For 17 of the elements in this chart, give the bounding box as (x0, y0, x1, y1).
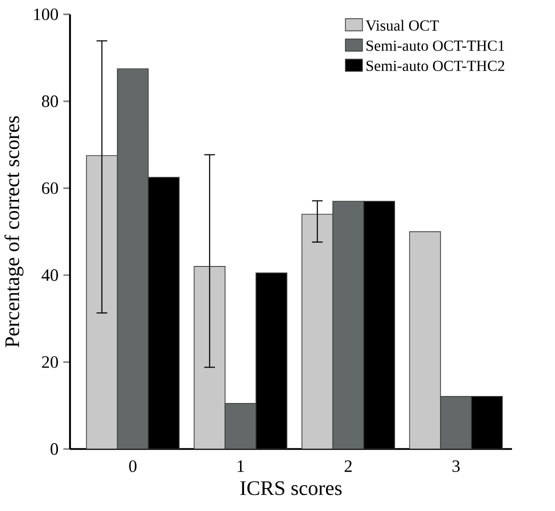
y-tick-label: 100 (34, 8, 58, 20)
bar (409, 231, 441, 449)
y-tick-label: 20 (42, 356, 58, 368)
y-tick-label: 40 (42, 269, 58, 281)
x-tick-label: 3 (452, 460, 460, 472)
y-axis-title: Percentage of correct scores (4, 116, 24, 348)
x-axis-title: ICRS scores (240, 481, 342, 496)
y-tick-label: 80 (42, 95, 58, 108)
legend-label: Visual OCT (366, 20, 439, 31)
legend-label: Semi-auto OCT-THC1 (366, 40, 504, 51)
y-tick-label: 0 (50, 443, 58, 455)
legend-label: Semi-auto OCT-THC2 (366, 60, 504, 72)
x-tick-label: 0 (129, 460, 136, 472)
y-tick-label: 60 (42, 182, 58, 194)
bar (301, 214, 334, 449)
x-tick-label: 1 (238, 460, 244, 472)
x-tick-label: 2 (344, 460, 352, 472)
